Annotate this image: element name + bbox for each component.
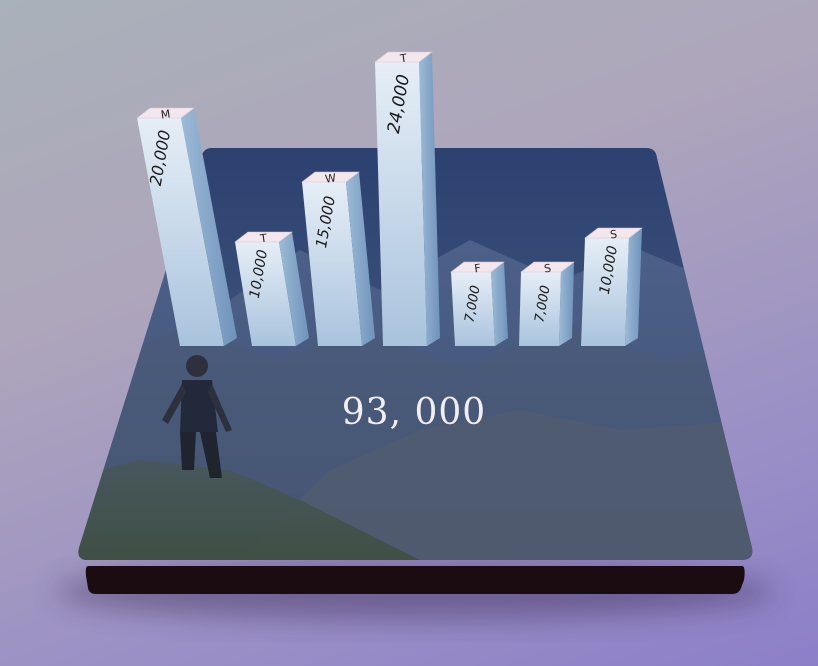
bar-cap-7: [584, 227, 643, 239]
bar-4: T24,000: [374, 51, 440, 346]
bar-value-label-5: 7,000: [462, 284, 483, 323]
bar-cap-1: [136, 107, 195, 119]
bar-cap-3: [301, 171, 360, 183]
bar-side-6: [559, 262, 574, 346]
bar-front-2: [235, 242, 296, 346]
bar-category-label-3: W: [324, 171, 337, 185]
bar-category-label-7: S: [609, 228, 618, 242]
bar-category-label-6: S: [543, 262, 552, 276]
bar-front-6: [519, 272, 561, 346]
bar-cap-4: [374, 51, 433, 63]
platform-base: [85, 566, 745, 594]
bar-3: W15,000: [301, 171, 375, 346]
bar-front-3: [302, 182, 362, 346]
bar-category-label-2: T: [258, 232, 268, 246]
bar-side-4: [419, 52, 440, 346]
bar-side-1: [181, 108, 237, 346]
bar-category-label-4: T: [398, 52, 408, 66]
bar-7: S10,000: [581, 227, 643, 346]
bar-value-label-6: 7,000: [532, 284, 553, 323]
bar-2: T10,000: [234, 231, 309, 346]
bar-1: M20,000: [136, 107, 237, 346]
bar-side-3: [346, 172, 375, 346]
total-value: 93, 000: [342, 392, 486, 433]
bar-cap-6: [520, 261, 575, 273]
hiker-figure: [162, 355, 232, 478]
bar-front-1: [137, 118, 224, 346]
bar-front-4: [375, 62, 427, 346]
bar-cap-5: [450, 261, 505, 273]
bar-5: F 7,000: [450, 261, 508, 346]
bar-front-5: [451, 272, 495, 346]
bar-side-5: [491, 262, 508, 346]
bar-category-label-1: M: [160, 107, 171, 121]
bar-6: S 7,000: [519, 261, 575, 346]
bar-cap-2: [234, 231, 293, 243]
bar-front-7: [581, 238, 629, 346]
bar-side-7: [625, 228, 642, 346]
bar-category-label-5: F: [474, 262, 482, 276]
bar-side-2: [279, 232, 309, 346]
